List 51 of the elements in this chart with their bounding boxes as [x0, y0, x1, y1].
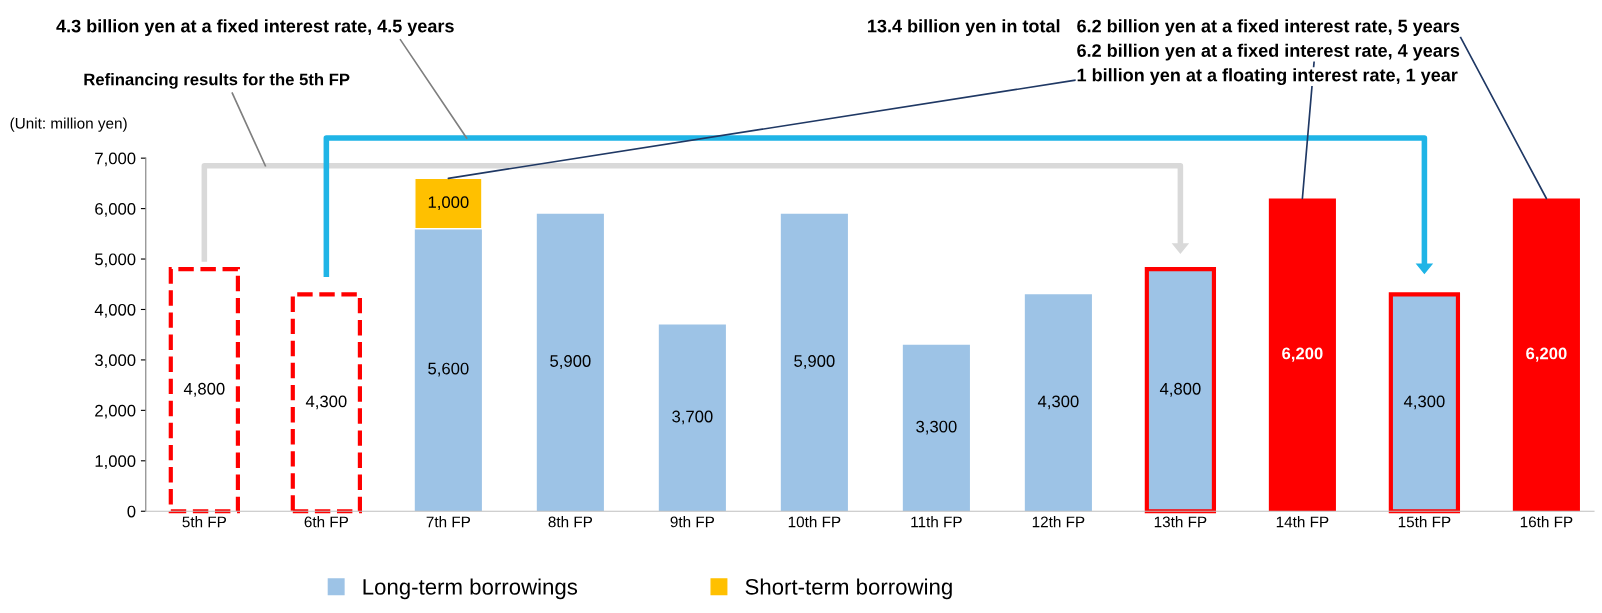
bar: [1268, 198, 1336, 512]
annotation: 1 billion yen at a floating interest rate, 1 year: [1077, 68, 1458, 86]
y-tick-label: 7,000: [95, 152, 136, 167]
data-label: 5,900: [550, 355, 591, 369]
x-tick-label: 5th FP: [182, 516, 227, 528]
x-tick-label: 6th FP: [304, 516, 349, 528]
x-tick-label: 10th FP: [788, 516, 841, 528]
data-label: 6,200: [1526, 347, 1567, 362]
x-tick-label: 12th FP: [1032, 516, 1085, 528]
data-label: 4,300: [1403, 395, 1445, 410]
data-label: 6,200: [1282, 347, 1323, 362]
data-label: 3,700: [672, 410, 713, 425]
legend-label: Short-term borrowing: [745, 578, 952, 600]
x-tick-label: 15th FP: [1398, 516, 1451, 528]
bar: [780, 213, 848, 512]
annotation: 6.2 billion yen at a fixed interest rate, 4 years: [1077, 43, 1460, 61]
bar: [902, 344, 970, 512]
bar: [414, 228, 482, 512]
y-tick-label: 5,000: [95, 253, 136, 268]
data-label: 4,300: [1037, 395, 1079, 410]
y-tick-label: 2,000: [95, 404, 136, 419]
y-tick-label: 0: [127, 505, 136, 518]
x-tick-label: 13th FP: [1154, 516, 1207, 528]
x-tick-label: 8th FP: [548, 516, 593, 528]
text: 13.4 billion yen in total: [868, 19, 1060, 36]
y-tick-label: 6,000: [95, 203, 136, 217]
text: Refinancing results for the 5th FP: [84, 73, 350, 89]
x-tick-label: 14th FP: [1276, 516, 1329, 528]
bar: [658, 324, 726, 512]
data-label: 3,300: [916, 420, 957, 435]
bar: [536, 213, 604, 512]
y-tick-label: 3,000: [94, 354, 136, 369]
y-tick-label: 4,000: [94, 303, 136, 318]
annotation: 6.2 billion yen at a fixed interest rate, 5 years: [1077, 19, 1460, 36]
data-label: 1,000: [428, 196, 469, 210]
bar: [1512, 198, 1580, 512]
x-tick-label: 11th FP: [911, 516, 962, 528]
bar: [1024, 294, 1092, 512]
legend-label: Long-term borrowings: [363, 578, 578, 600]
x-tick-label: 16th FP: [1520, 516, 1573, 528]
data-label: 4,800: [1159, 382, 1201, 397]
x-tick-label: 9th FP: [670, 516, 715, 528]
data-label: 5,600: [428, 362, 469, 377]
data-label: 5,900: [794, 355, 835, 369]
bar: [414, 177, 483, 230]
data-label: 4,300: [305, 395, 347, 410]
y-tick-label: 1,000: [95, 455, 136, 469]
data-label: 4,800: [183, 382, 225, 397]
text: 4.3 billion yen at a fixed interest rate, 4.5 years: [56, 19, 454, 36]
y-axis-title: (Unit: million yen): [10, 117, 127, 132]
x-tick-label: 7th FP: [426, 516, 471, 528]
